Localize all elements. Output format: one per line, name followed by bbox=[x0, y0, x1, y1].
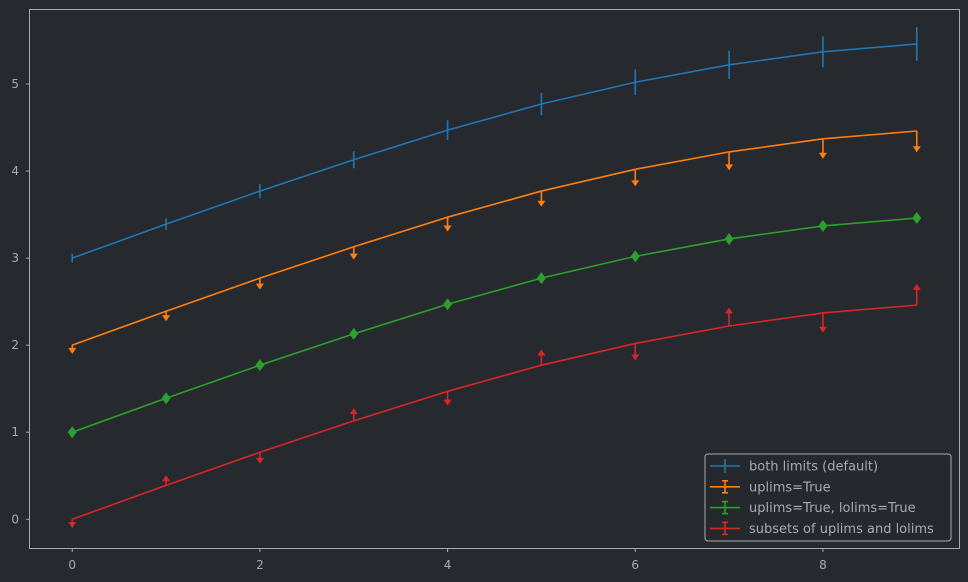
diamond-marker bbox=[724, 232, 734, 245]
legend-label: subsets of uplims and lolims bbox=[749, 522, 934, 537]
arrow-down-marker bbox=[912, 146, 921, 153]
x-tick-label: 2 bbox=[256, 558, 264, 572]
arrow-down-marker bbox=[725, 164, 734, 171]
arrow-down-marker bbox=[255, 457, 264, 464]
arrow-up-marker bbox=[912, 283, 921, 290]
series-line bbox=[71, 217, 917, 433]
legend-entry-4: subsets of uplims and lolims bbox=[710, 521, 934, 537]
arrow-down-marker bbox=[443, 399, 452, 406]
y-tick-label: 3 bbox=[11, 251, 19, 265]
legend-box bbox=[704, 453, 952, 542]
x-tick-label: 0 bbox=[68, 558, 76, 572]
y-tick-label: 1 bbox=[11, 425, 19, 439]
diamond-marker bbox=[255, 359, 265, 372]
diamond-marker bbox=[912, 212, 922, 225]
diamond-marker bbox=[67, 426, 77, 439]
arrow-down-marker bbox=[68, 521, 77, 528]
y-axis: 0 1 2 3 4 5 bbox=[11, 77, 30, 526]
legend-entry-2: uplims=True bbox=[710, 479, 831, 495]
diamond-marker bbox=[630, 250, 640, 263]
arrow-down-marker bbox=[443, 225, 452, 232]
diamond-marker bbox=[161, 392, 171, 405]
series-1 bbox=[71, 27, 918, 263]
arrow-down-marker bbox=[818, 326, 827, 333]
y-tick-label: 2 bbox=[11, 338, 19, 352]
x-tick-label: 6 bbox=[631, 558, 639, 572]
series-line bbox=[71, 43, 917, 259]
x-axis: 0 2 4 6 8 bbox=[68, 548, 827, 572]
x-tick-label: 8 bbox=[819, 558, 827, 572]
arrow-down-marker bbox=[818, 152, 827, 159]
arrow-down-marker bbox=[255, 283, 264, 290]
x-tick-label: 4 bbox=[444, 558, 452, 572]
arrow-down-marker bbox=[68, 347, 77, 354]
y-tick-label: 4 bbox=[11, 164, 19, 178]
arrow-up-marker bbox=[162, 475, 171, 482]
y-tick-label: 0 bbox=[11, 512, 19, 526]
diamond-marker bbox=[536, 272, 546, 285]
series-2 bbox=[68, 130, 921, 354]
arrow-down-marker bbox=[631, 180, 640, 187]
series-3 bbox=[67, 212, 922, 439]
arrow-down-marker bbox=[349, 253, 358, 260]
legend-label: uplims=True, lolims=True bbox=[749, 501, 916, 516]
diamond-marker bbox=[349, 327, 359, 340]
arrow-up-marker bbox=[537, 349, 546, 356]
series-line bbox=[71, 130, 917, 346]
series-line bbox=[71, 304, 917, 521]
diamond-marker bbox=[818, 219, 828, 232]
legend-label: both limits (default) bbox=[749, 460, 878, 475]
y-tick-label: 5 bbox=[11, 77, 19, 91]
series-layer bbox=[67, 27, 922, 528]
arrow-down-marker bbox=[631, 354, 640, 361]
legend-label: uplims=True bbox=[749, 480, 831, 495]
arrow-down-marker bbox=[162, 315, 171, 322]
legend: both limits (default) uplims=True uplims=T… bbox=[704, 453, 952, 542]
arrow-down-marker bbox=[537, 200, 546, 207]
series-4 bbox=[68, 283, 921, 528]
diamond-marker bbox=[443, 298, 453, 311]
legend-entry-3: uplims=True, lolims=True bbox=[710, 500, 916, 516]
arrow-up-marker bbox=[725, 307, 734, 314]
legend-entry-1: both limits (default) bbox=[710, 459, 878, 475]
arrow-up-marker bbox=[349, 408, 358, 415]
